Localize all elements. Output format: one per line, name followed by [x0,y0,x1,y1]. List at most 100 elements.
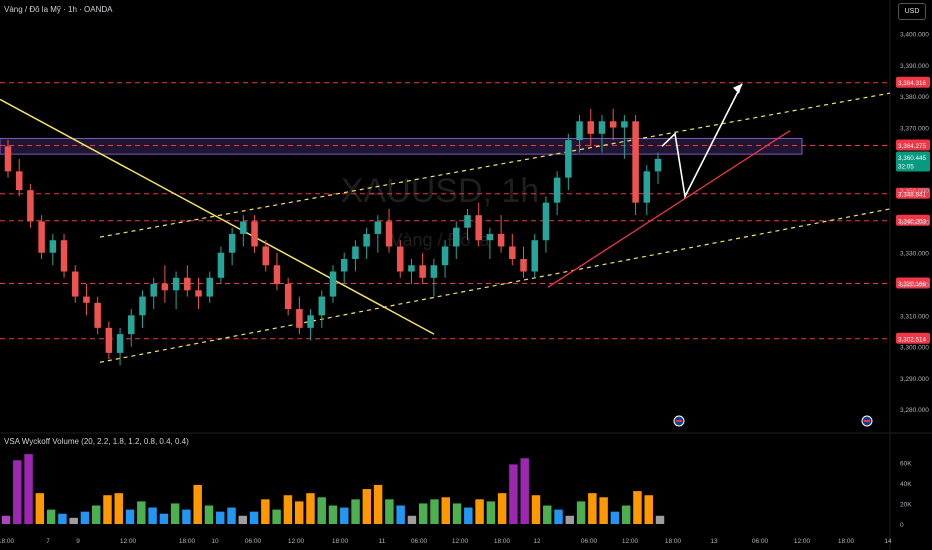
level-label-bg [896,214,930,226]
volume-bar [655,515,665,524]
volume-bar [294,501,304,524]
volume-bar [452,503,462,524]
candle-up [374,221,382,234]
time-tick-label: 12:00 [452,538,469,545]
candle-up [352,246,359,259]
candle-up [430,265,438,278]
volume-bar [621,505,631,524]
volume-bar [610,511,620,524]
projection-path[interactable] [661,83,743,199]
volume-bar [486,501,496,524]
volume-bar [283,495,293,524]
candle-down [296,309,303,328]
last-price-label: 3,360.445 [898,155,927,162]
resistance-zone[interactable] [0,137,803,155]
level-label-bg [896,187,930,199]
level-label-bg [896,332,930,344]
candles [4,108,662,366]
volume-bar [69,517,78,524]
candle-down [587,121,595,134]
last-price-tag [896,151,930,172]
candle-up [240,221,247,234]
price-tick-label: 3,340.000 [900,219,929,226]
volume-bar [475,499,484,524]
volume-bar [261,499,270,524]
volume-bar [272,509,281,524]
volume-tick-label: 20K [900,501,912,508]
candle-up [318,296,326,316]
price-tick-label: 3,380.000 [900,94,929,101]
candle-up [329,271,337,297]
candle-down [195,290,202,297]
price-tick-label: 3,320.000 [900,282,929,289]
candle-up [643,171,651,203]
volume-bar [497,493,507,524]
volume-bar [24,454,33,524]
volume-bar [204,505,214,524]
level-label: 3,320.166 [898,281,927,288]
flag-stripe [864,420,870,422]
time-tick-label: 06:00 [752,538,769,545]
volume-bar [216,511,225,524]
watermark-symbol: XAUUSD, 1h [341,172,539,210]
channel-upper-line[interactable] [99,92,891,238]
time-tick-label: 06:00 [411,538,428,545]
volume-bar [588,493,597,524]
time-tick-label: 18:00 [179,538,196,545]
volume-bar [520,458,529,524]
bar-countdown-label: 32:05 [898,163,914,170]
volume-bar [430,499,439,524]
volume-bars [1,454,665,524]
downtrend-line[interactable] [0,98,435,335]
volume-bar [464,507,473,524]
volume-bar [137,501,146,524]
volume-bar [418,503,428,524]
volume-bar [644,495,653,524]
time-tick-label: 13 [710,538,718,545]
currency-button[interactable]: USD [898,3,926,20]
time-tick-label: 9 [76,538,80,545]
resistance-zone-box[interactable] [0,137,803,155]
volume-bar [1,515,11,524]
channel-lower-line[interactable] [99,208,891,363]
candle-up [150,284,157,297]
candle-up [206,277,213,297]
level-label-bg [896,139,930,151]
time-tick-label: 10 [211,538,219,545]
volume-bar [407,515,417,524]
price-tick-label: 3,330.000 [900,251,929,258]
level-label: 3,340.203 [898,218,927,225]
time-tick-label: 7 [46,538,50,545]
time-tick-label: 18:00 [838,538,855,545]
candle-up [217,252,225,278]
candle-down [4,146,12,172]
volume-bar [182,509,191,524]
candle-down [273,265,281,285]
time-axis[interactable]: 18:00 7 9 12:00 18:00 10 06:00 12:00 18:00 11 06:0… [0,538,892,545]
time-tick-label: 18:00 [0,538,15,545]
candle-down [27,190,34,222]
volume-indicator-title: VSA Wyckoff Volume (20, 2.2, 1.8, 1.2, 0… [4,437,189,446]
time-tick-label: 18:00 [494,538,511,545]
candle-down [94,302,101,328]
event-markers[interactable] [673,415,873,427]
time-tick-label: 12 [533,538,541,545]
candle-up [486,233,494,241]
watermark-name: Vàng / Đô la [390,230,490,250]
price-axis[interactable]: 3,400.000 3,390.000 3,380.000 3,370.000 3,36… [896,32,930,529]
volume-bar [91,505,101,524]
candle-down [609,121,617,128]
drawing-lines[interactable] [0,83,891,363]
volume-bar [531,495,541,524]
volume-bar [396,505,405,524]
volume-bar [13,460,22,524]
support-trendline[interactable] [547,130,791,288]
candle-down [262,246,270,266]
candle-up [464,215,471,228]
candle-up [307,315,314,328]
price-tick-label: 3,300.000 [900,345,929,352]
time-tick-label: 12:00 [622,538,639,545]
horizontal-levels[interactable]: 3,384.316 3,364.275 3,348.841 3,340.203 3,32… [0,76,930,344]
